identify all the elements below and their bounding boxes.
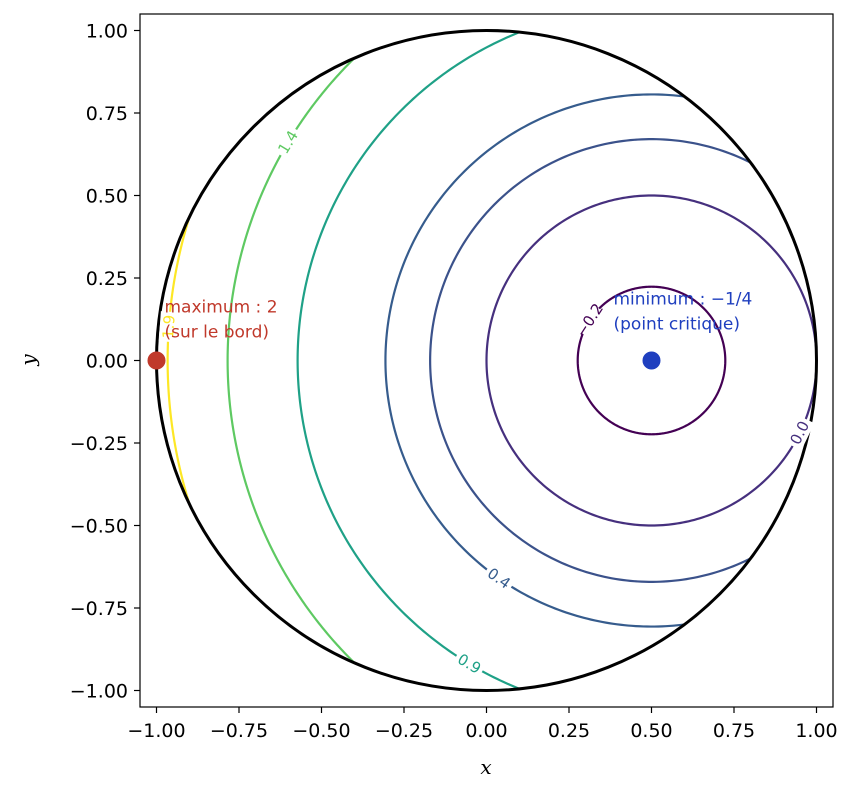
x-tick-label: −0.25	[375, 720, 433, 742]
maximum-annotation: maximum : 2 (sur le bord)	[165, 298, 278, 343]
x-tick-label: 0.50	[630, 720, 672, 742]
contour-label-gap	[785, 415, 815, 451]
contour-label-gap	[158, 311, 179, 343]
x-axis-ticks: −1.00 −0.75 −0.50 −0.25 0.00 0.25 0.50 0.75 1.00	[127, 707, 838, 742]
contour-label-gap	[272, 124, 304, 160]
contour-label-gap	[573, 302, 606, 338]
x-tick-label: −0.75	[210, 720, 268, 742]
x-axis-label: x	[480, 755, 491, 779]
y-tick-label: 0.75	[86, 103, 128, 125]
contour-level-0_4	[384, 93, 685, 628]
minimum-annotation-line: (point critique)	[614, 315, 741, 335]
x-tick-label: 1.00	[795, 720, 837, 742]
contour-level-0_9	[296, 31, 520, 690]
x-tick-label: 0.00	[465, 720, 507, 742]
contour-lines	[166, 31, 818, 690]
y-axis-ticks: −1.00 −0.75 −0.50 −0.25 0.00 0.25 0.50 0.75 1.00	[70, 21, 140, 703]
critical-points	[147, 351, 661, 370]
maximum-annotation-line: (sur le bord)	[165, 323, 270, 343]
x-tick-label: −0.50	[292, 720, 350, 742]
y-tick-label: 0.25	[86, 268, 128, 290]
contour-level-0	[485, 194, 818, 527]
minimum-annotation-line: minimum : −1/4	[614, 290, 753, 310]
y-tick-label: −0.25	[70, 433, 128, 455]
y-axis-label: y	[16, 354, 40, 367]
x-tick-label: 0.25	[548, 720, 590, 742]
minimum-point	[642, 351, 661, 370]
y-tick-label: −0.50	[70, 516, 128, 538]
minimum-annotation: minimum : −1/4 (point critique)	[614, 290, 753, 335]
y-tick-label: −1.00	[70, 681, 128, 703]
contour-level-0_2	[429, 138, 751, 583]
y-tick-label: −0.75	[70, 598, 128, 620]
contour-level-neg0_2	[576, 285, 727, 436]
maximum-annotation-line: maximum : 2	[165, 298, 278, 318]
y-tick-label: 1.00	[86, 21, 128, 43]
maximum-point	[147, 351, 166, 370]
y-tick-label: 0.50	[86, 186, 128, 208]
contour-label-gap	[481, 562, 517, 595]
annotations: maximum : 2 (sur le bord) minimum : −1/4 (p…	[165, 290, 753, 343]
contour-label: 1.9	[159, 314, 179, 339]
x-tick-label: −1.00	[127, 720, 185, 742]
x-tick-label: 0.75	[713, 720, 755, 742]
contour-level-1_9	[166, 216, 191, 505]
y-tick-label: 0.00	[86, 351, 128, 373]
contour-label-gap	[451, 648, 487, 680]
